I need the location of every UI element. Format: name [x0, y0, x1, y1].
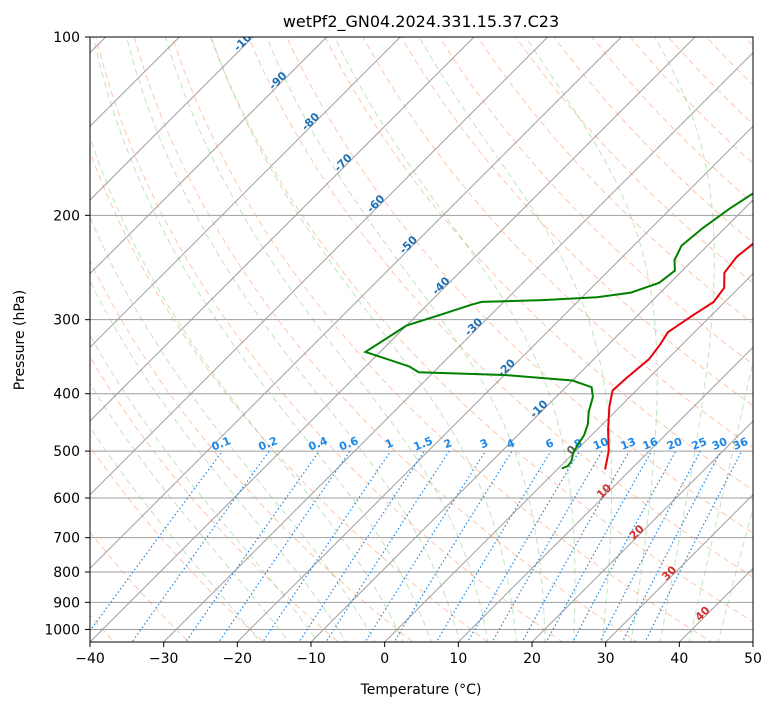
- x-tick-label: 30: [597, 651, 615, 667]
- x-tick-label: 0: [380, 651, 389, 667]
- dry-adiabat-line: [133, 37, 638, 642]
- mixing-ratio-line: [364, 450, 486, 642]
- y-tick-label: 600: [53, 491, 80, 507]
- dry-adiabat-line: [90, 259, 414, 642]
- mixing-ratio-label: 36: [731, 435, 750, 453]
- isotherm-line: [90, 37, 401, 349]
- mixing-ratio-lines: [90, 450, 743, 642]
- y-tick-label: 400: [53, 387, 80, 403]
- x-tick-label: 20: [523, 651, 541, 667]
- dry-adiabat-line: [90, 531, 190, 642]
- moist-adiabat-line: [90, 334, 319, 642]
- mixing-ratio-line: [545, 450, 653, 642]
- isotherm-line: [90, 37, 622, 570]
- isotherm-line: [457, 346, 753, 642]
- dry-adiabat-line: [95, 37, 564, 642]
- mixing-ratio-line: [599, 450, 702, 642]
- x-tick-label: −30: [149, 651, 179, 667]
- y-axis-label: Pressure (hPa): [12, 290, 28, 390]
- mixing-ratio-line: [491, 450, 603, 642]
- mixing-ratio-line: [393, 450, 513, 642]
- moist-adiabat-line: [266, 37, 546, 642]
- dry-adiabat-line: [171, 37, 713, 642]
- moist-adiabat-line: [717, 506, 753, 642]
- isotherm-line: [384, 272, 753, 642]
- y-tick-label: 500: [53, 444, 80, 460]
- dry-adiabat-line: [362, 37, 753, 449]
- chart-title: wetPf2_GN04.2024.331.15.37.C23: [283, 12, 559, 32]
- mixing-ratio-line: [435, 450, 552, 642]
- isotherm-grid: [90, 37, 753, 642]
- isotherm-line: [90, 37, 328, 275]
- isotherm-line: [163, 51, 753, 642]
- moist-adiabat-line: [334, 37, 576, 642]
- mixing-ratio-line: [262, 450, 392, 642]
- mixing-ratio-line: [325, 450, 450, 642]
- dry-adiabat-line: [324, 37, 753, 491]
- mixing-ratio-label: 10: [591, 435, 610, 453]
- x-axis-ticks: −40 −30 −20 −10 0 10 20 30 40 50: [75, 642, 762, 667]
- y-tick-label: 700: [53, 531, 80, 547]
- plot-frame: [89, 36, 754, 643]
- y-tick-label: 900: [53, 595, 80, 611]
- dry-adiabat-line: [209, 37, 753, 623]
- mixing-ratio-label: 20: [665, 435, 684, 453]
- y-axis-ticks: 100 200 300 400 500 600 700 800 900 1000: [44, 30, 90, 638]
- mixing-ratio-labels: 0.1 0.2 0.4 0.6 1 1.5 2 3 4 6 8 10 13 16 20 25 30 36: [210, 434, 751, 453]
- moist-adiabat-line: [92, 37, 432, 642]
- dry-adiabat-line: [515, 37, 753, 284]
- x-tick-label: 40: [670, 651, 688, 667]
- dry-adiabat-line: [90, 445, 265, 642]
- isobar-grid: [90, 37, 753, 630]
- y-tick-label: 1000: [44, 622, 80, 638]
- y-tick-label: 100: [53, 30, 80, 46]
- isotherm-line: [90, 37, 254, 201]
- y-tick-label: 800: [53, 565, 80, 581]
- mixing-ratio-line: [298, 450, 425, 642]
- isotherm-line: [310, 199, 753, 642]
- mixing-ratio-label: 16: [641, 435, 660, 453]
- temperature-profile-line: [604, 242, 753, 470]
- y-tick-label: 300: [53, 313, 80, 329]
- x-tick-label: −10: [296, 651, 326, 667]
- x-tick-label: 50: [744, 651, 762, 667]
- profile-series: [363, 192, 753, 470]
- mixing-ratio-label: 3: [478, 436, 490, 451]
- mixing-ratio-line: [466, 450, 580, 642]
- dry-adiabat-line: [90, 356, 340, 642]
- moist-adiabat-line: [654, 37, 715, 642]
- mixing-ratio-label: 13: [619, 435, 638, 453]
- mixing-ratio-line: [131, 450, 270, 642]
- dewpoint-profile-line: [363, 192, 753, 470]
- dry-adiabat-line: [248, 37, 753, 578]
- dry-adiabat-line: [90, 150, 489, 642]
- moist-adiabat-line: [418, 37, 613, 642]
- mixing-ratio-label: 30: [710, 435, 729, 453]
- isotherm-line: [236, 125, 753, 642]
- mixing-ratio-line: [218, 450, 351, 642]
- mixing-ratio-line: [572, 450, 677, 642]
- isotherm-line: [605, 493, 753, 642]
- x-axis-label: Temperature (°C): [360, 682, 482, 698]
- x-tick-label: 10: [449, 651, 467, 667]
- mixing-ratio-label: 2: [442, 436, 454, 451]
- isotherm-line: [90, 37, 696, 642]
- isotherm-line: [90, 37, 549, 496]
- mixing-ratio-label: 1: [383, 436, 395, 451]
- y-tick-label: 200: [53, 208, 80, 224]
- isotherm-line: [90, 37, 475, 422]
- x-tick-label: −40: [75, 651, 105, 667]
- mixing-ratio-label: 25: [690, 435, 709, 453]
- isotherm-line: [531, 420, 753, 642]
- x-tick-label: −20: [223, 651, 253, 667]
